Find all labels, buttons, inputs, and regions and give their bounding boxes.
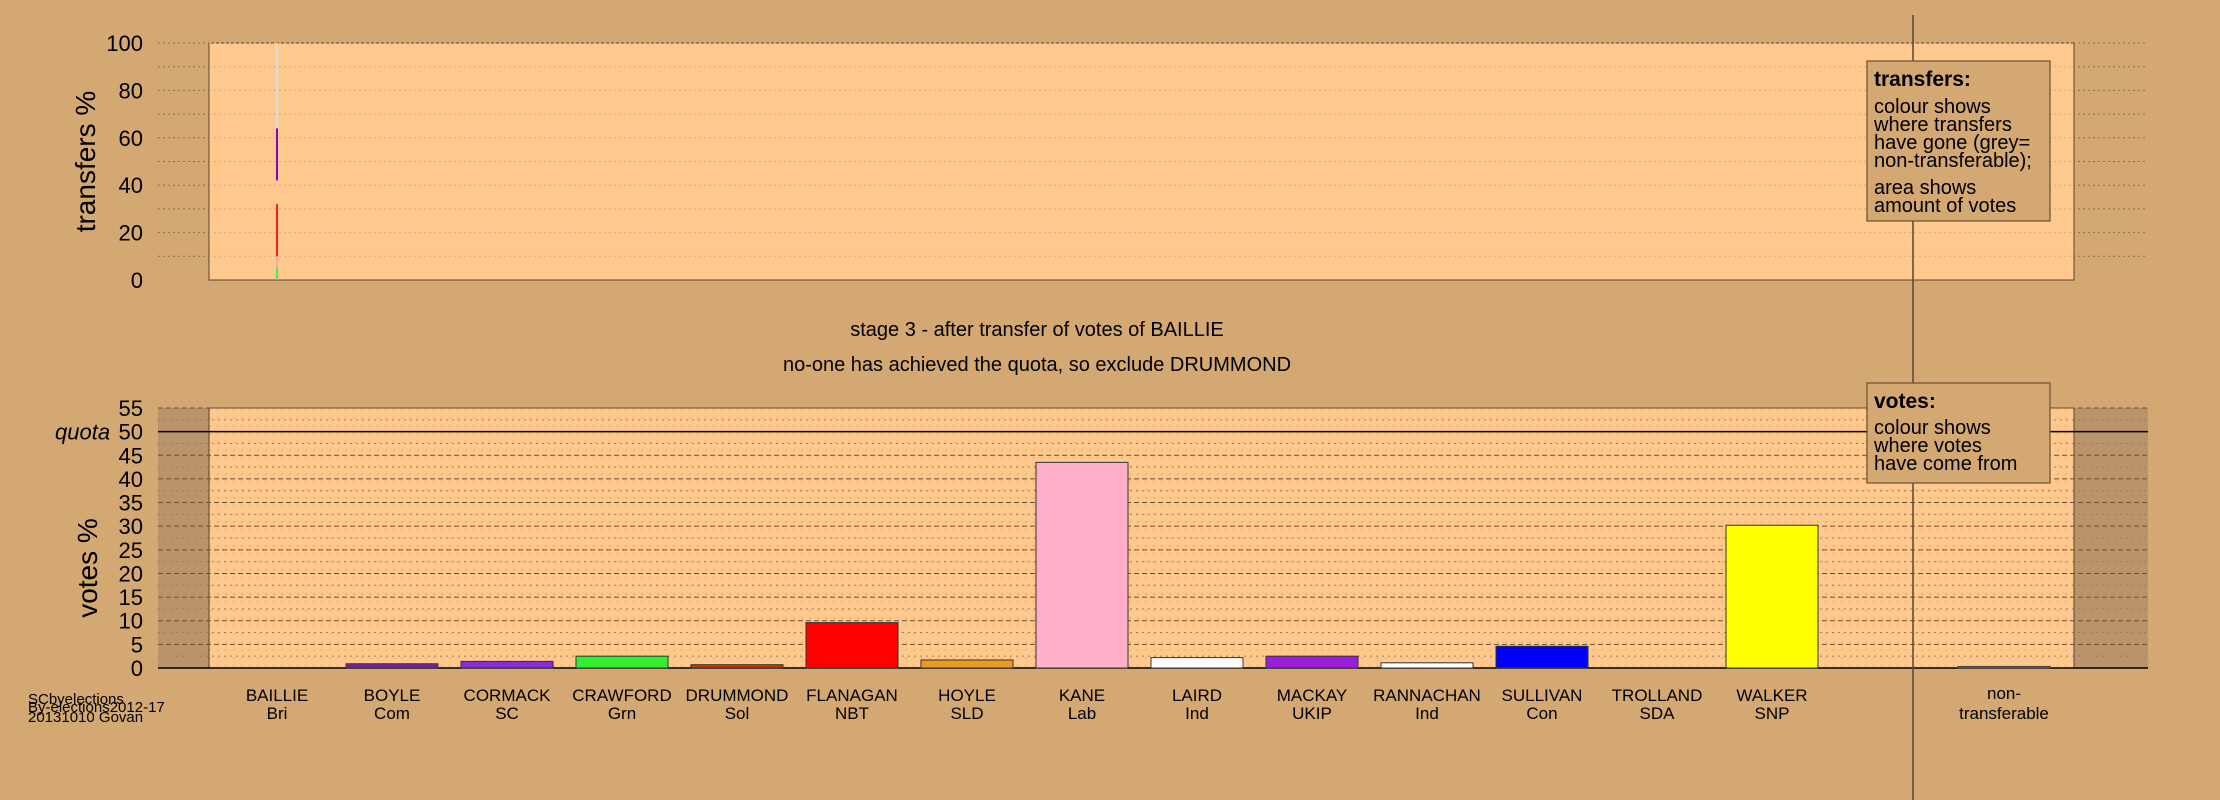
candidate-party-label: NBT bbox=[835, 704, 869, 723]
candidate-party-label: Con bbox=[1526, 704, 1557, 723]
transfers-panel: 0 20 40 60 80 100 transfers % bbox=[70, 31, 2148, 293]
candidate-party-label: SC bbox=[495, 704, 519, 723]
votes-y-tick-label: 40 bbox=[119, 467, 143, 492]
candidate-name-label: FLANAGAN bbox=[806, 686, 898, 705]
transfer-segment-baillie bbox=[276, 128, 278, 181]
candidate-party-label: Sol bbox=[725, 704, 750, 723]
votes-y-tick-label: 15 bbox=[119, 585, 143, 610]
votes-legend-line-1: colour shows bbox=[1874, 417, 1991, 439]
transfers-y-tick-label: 40 bbox=[119, 173, 143, 198]
candidate-name-label: WALKER bbox=[1736, 686, 1807, 705]
transfer-segment-baillie bbox=[276, 43, 278, 129]
vote-bar-rannachan bbox=[1380, 662, 1474, 669]
vote-bar-hoyle bbox=[920, 659, 1014, 669]
candidate-party-label: UKIP bbox=[1292, 704, 1332, 723]
votes-y-tick-label: 55 bbox=[119, 396, 143, 421]
transfers-legend-title: transfers: bbox=[1874, 68, 1971, 91]
credit-line-1: SCbyelections bbox=[28, 691, 124, 708]
votes-y-tick-label: 45 bbox=[119, 443, 143, 468]
vote-bar-flanagan bbox=[805, 622, 899, 669]
transfers-legend-line-3: have gone (grey= bbox=[1874, 132, 2030, 154]
candidate-name-label: KANE bbox=[1059, 686, 1105, 705]
transfers-legend-line-6: amount of votes bbox=[1874, 195, 2016, 217]
result-caption: no-one has achieved the quota, so exclud… bbox=[783, 354, 1291, 376]
quota-label: quota bbox=[55, 420, 110, 445]
votes-legend-line-2: where votes bbox=[1873, 435, 1982, 457]
candidate-name-label: BOYLE bbox=[364, 686, 421, 705]
votes-legend-box bbox=[1866, 382, 2051, 484]
vote-bar-mackay bbox=[1265, 655, 1359, 669]
credit-line-3: 20131010 Govan bbox=[28, 709, 143, 726]
candidate-party-label: Bri bbox=[267, 704, 288, 723]
transfer-segment-baillie bbox=[276, 256, 278, 269]
candidate-name-label: CORMACK bbox=[464, 686, 552, 705]
candidate-name-label: SULLIVAN bbox=[1502, 686, 1583, 705]
votes-y-tick-label: 50 bbox=[119, 420, 143, 445]
vote-bar-walker bbox=[1725, 524, 1819, 669]
candidate-name-label: TROLLAND bbox=[1612, 686, 1703, 705]
votes-y-tick-label: 25 bbox=[119, 538, 143, 563]
candidate-party-label: SNP bbox=[1755, 704, 1790, 723]
candidate-name-label: HOYLE bbox=[938, 686, 996, 705]
credit-line-2: By-elections2012-17 bbox=[28, 699, 165, 716]
votes-y-tick-label: 30 bbox=[119, 514, 143, 539]
candidate-party-label: Lab bbox=[1068, 704, 1096, 723]
votes-legend-line-3: have come from bbox=[1874, 453, 2017, 475]
non-transferable-label-line-1: non- bbox=[1987, 684, 2021, 703]
votes-y-tick-label: 20 bbox=[119, 561, 143, 586]
vote-bar-sullivan bbox=[1495, 645, 1589, 669]
vote-bar-non-transferable bbox=[1957, 666, 2051, 669]
transfers-legend: transfers: colour shows where transfers … bbox=[1866, 60, 2051, 222]
transfers-y-tick-label: 0 bbox=[131, 268, 143, 293]
candidate-name-label: LAIRD bbox=[1172, 686, 1222, 705]
transfers-y-tick-label: 60 bbox=[119, 126, 143, 151]
transfers-legend-line-5: area shows bbox=[1874, 177, 1976, 199]
candidate-party-label: Ind bbox=[1415, 704, 1439, 723]
transfers-y-tick-label: 100 bbox=[106, 31, 143, 56]
non-transferable-label-line-2: transferable bbox=[1959, 704, 2049, 723]
candidate-name-label: BAILLIE bbox=[246, 686, 308, 705]
vote-bar-laird bbox=[1150, 657, 1244, 669]
credit-block: SCbyelections By-elections2012-17 201310… bbox=[28, 691, 165, 726]
candidate-name-label: DRUMMOND bbox=[686, 686, 789, 705]
votes-legend-title: votes: bbox=[1874, 390, 1936, 413]
transfer-segment-baillie bbox=[276, 204, 278, 257]
transfers-y-axis-title: transfers % bbox=[70, 91, 101, 233]
transfers-legend-box bbox=[1866, 60, 2051, 222]
candidate-party-label: Grn bbox=[608, 704, 636, 723]
candidate-party-label: SLD bbox=[950, 704, 983, 723]
candidate-party-label: Com bbox=[374, 704, 410, 723]
candidate-party-label: SDA bbox=[1640, 704, 1676, 723]
vote-bar-kane bbox=[1035, 461, 1129, 669]
vote-bar-boyle bbox=[345, 663, 439, 669]
transfers-legend-line-4: non-transferable); bbox=[1874, 150, 2032, 172]
candidate-party-label: Ind bbox=[1185, 704, 1209, 723]
candidate-name-label: CRAWFORD bbox=[572, 686, 671, 705]
votes-y-tick-label: 5 bbox=[131, 632, 143, 657]
candidate-name-label: RANNACHAN bbox=[1373, 686, 1481, 705]
transfers-legend-line-1: colour shows bbox=[1874, 96, 1991, 118]
votes-legend: votes: colour shows where votes have com… bbox=[1866, 382, 2051, 484]
vote-bar-drummond bbox=[690, 664, 784, 669]
transfers-y-tick-label: 80 bbox=[119, 78, 143, 103]
transfer-segment-baillie bbox=[276, 268, 278, 280]
votes-y-tick-label: 10 bbox=[119, 609, 143, 634]
vote-bar-cormack bbox=[460, 660, 554, 669]
stage-caption: stage 3 - after transfer of votes of BAI… bbox=[850, 319, 1224, 341]
votes-y-tick-label: 0 bbox=[131, 656, 143, 681]
transfers-y-tick-label: 20 bbox=[119, 221, 143, 246]
vote-bar-crawford bbox=[575, 655, 669, 669]
candidate-name-label: MACKAY bbox=[1277, 686, 1348, 705]
votes-y-axis-title: votes % bbox=[72, 518, 103, 618]
transfers-legend-line-2: where transfers bbox=[1873, 114, 2012, 136]
votes-y-tick-label: 35 bbox=[119, 491, 143, 516]
